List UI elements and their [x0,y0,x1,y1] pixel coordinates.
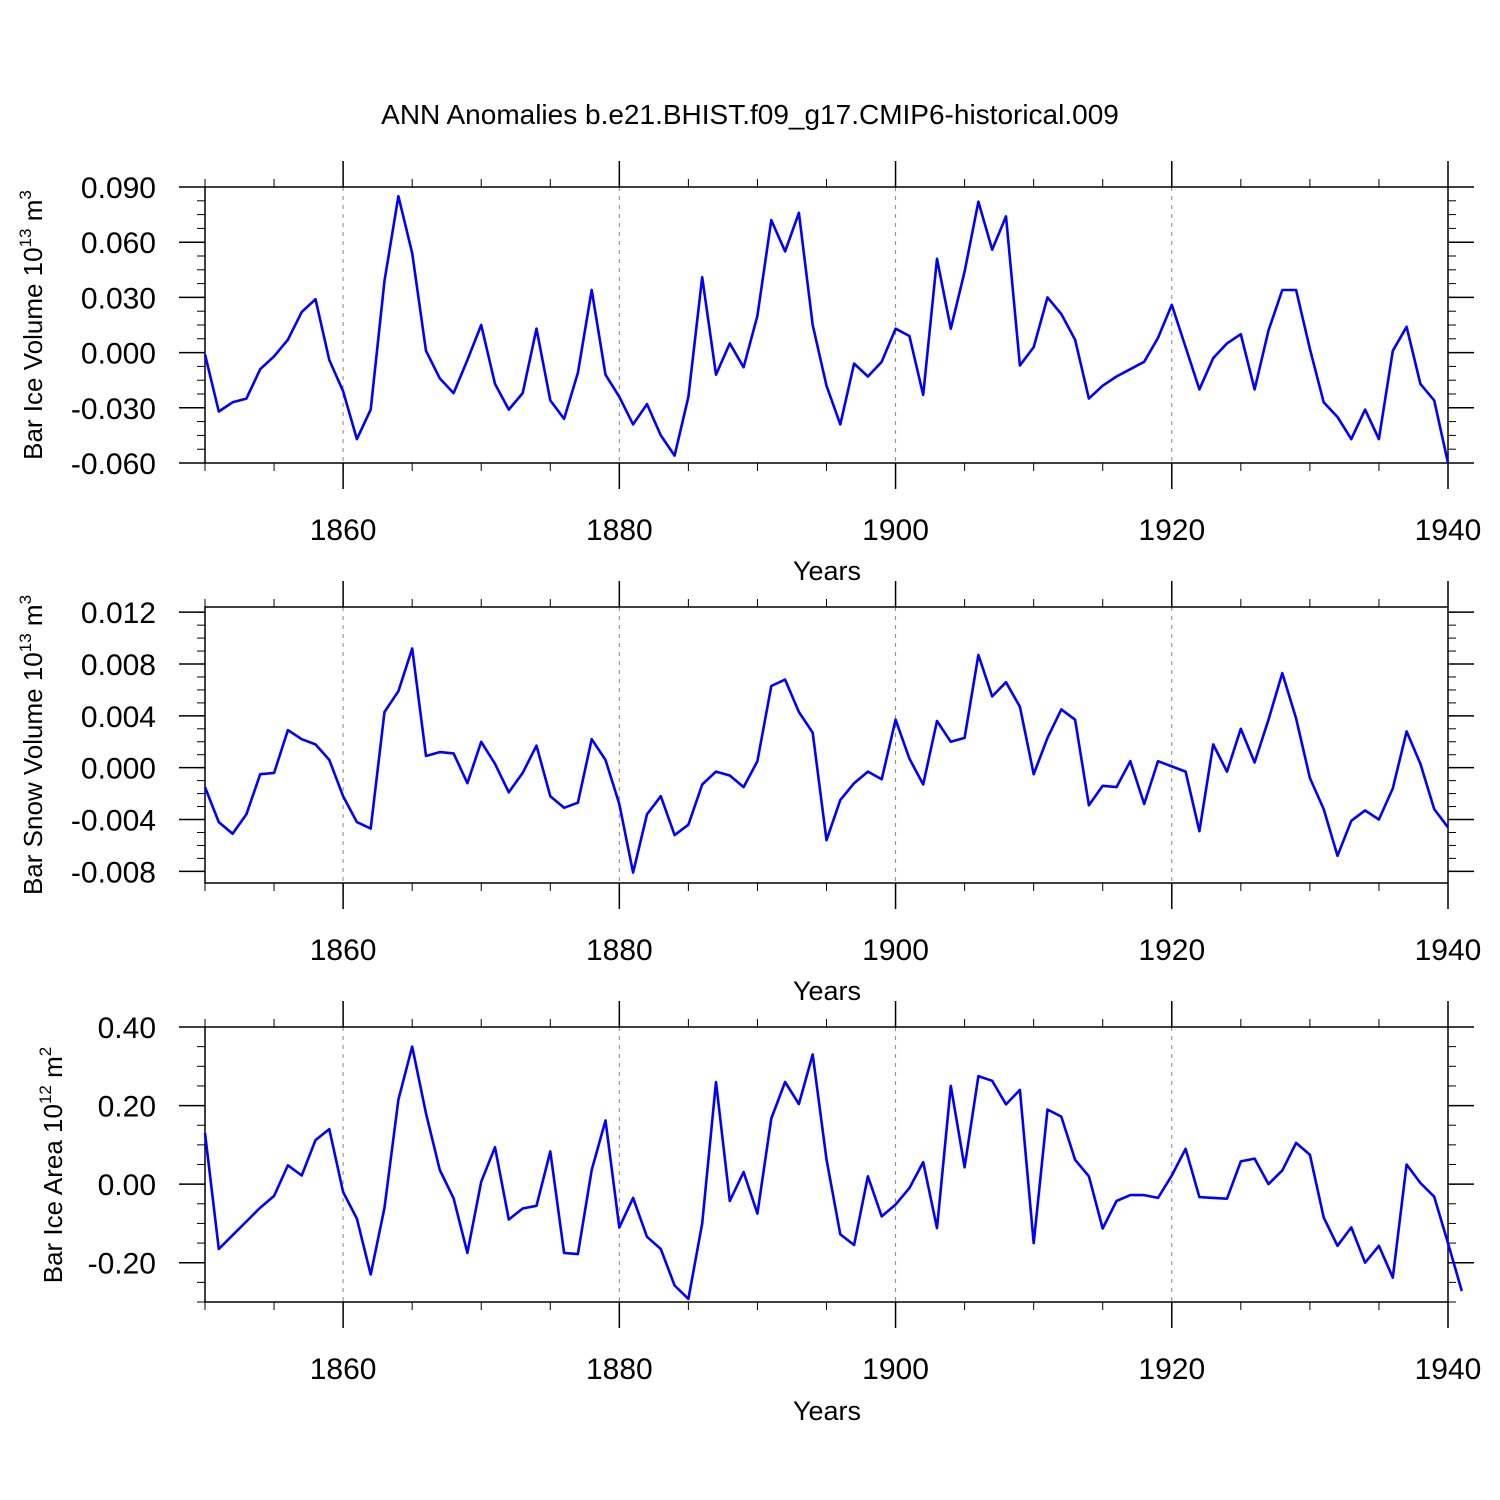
y-tick-label: -0.008 [71,856,156,889]
x-axis-ticks: 1860 1880 1900 1920 1940 [310,1001,1482,1386]
y-axis-ticks: 0.40 0.20 0.00 -0.20 [88,1012,1474,1281]
x-tick-label: 1940 [1415,514,1482,547]
panel-ice-volume: 0.090 0.060 0.030 0.000 -0.030 -0.060 1860 188… [16,161,1481,586]
x-tick-label: 1920 [1138,934,1205,967]
x-tick-label: 1880 [586,514,653,547]
x-tick-label: 1860 [310,1353,377,1386]
x-tick-label: 1880 [586,934,653,967]
y-tick-label: 0.090 [81,172,156,205]
y-axis-label: Bar Ice Area 1012 m2 [36,1047,68,1284]
y-tick-label: 0.030 [81,282,156,315]
y-tick-label: 0.008 [81,649,156,682]
x-axis-label: Years [793,1396,861,1426]
y-axis-ticks: 0.090 0.060 0.030 0.000 -0.030 -0.060 [71,172,1474,481]
x-tick-label: 1900 [862,1353,929,1386]
y-tick-label: 0.000 [81,338,156,371]
y-axis-label: Bar Ice Volume 1013 m3 [16,190,48,460]
minor-ticks [197,179,1456,471]
panel-snow-volume: 0.012 0.008 0.004 0.000 -0.004 -0.008 1860 188… [16,581,1481,1006]
series-line-snow-volume [203,647,1450,874]
x-tick-label: 1900 [862,514,929,547]
x-tick-label: 1940 [1415,1353,1482,1386]
y-tick-label: 0.004 [81,701,156,734]
series-line-ice-area [203,1045,1464,1301]
chart-title: ANN Anomalies b.e21.BHIST.f09_g17.CMIP6-… [381,99,1119,130]
gridlines [342,607,1173,883]
x-tick-label: 1860 [310,934,377,967]
y-tick-label: 0.060 [81,227,156,260]
x-axis-ticks: 1860 1880 1900 1920 1940 [310,581,1482,967]
y-tick-label: 0.00 [98,1169,156,1202]
y-tick-label: 0.20 [98,1091,156,1124]
x-tick-label: 1940 [1415,934,1482,967]
x-tick-label: 1920 [1138,1353,1205,1386]
y-axis-label: Bar Snow Volume 1013 m3 [16,595,48,895]
y-tick-label: -0.20 [88,1248,156,1281]
y-tick-label: 0.000 [81,753,156,786]
gridlines [342,1027,1173,1302]
x-axis-label: Years [793,976,861,1006]
x-tick-label: 1860 [310,514,377,547]
y-axis-ticks: 0.012 0.008 0.004 0.000 -0.004 -0.008 [71,597,1474,889]
minor-ticks [197,599,1456,891]
x-tick-label: 1920 [1138,514,1205,547]
y-tick-label: -0.060 [71,448,156,481]
y-tick-label: 0.012 [81,597,156,630]
plot-frame [204,186,1449,464]
y-tick-label: -0.004 [71,805,156,838]
x-axis-label: Years [793,556,861,586]
x-tick-label: 1880 [586,1353,653,1386]
series-line-ice-volume [203,194,1450,464]
x-tick-label: 1900 [862,934,929,967]
gridlines [342,187,1173,463]
x-axis-ticks: 1860 1880 1900 1920 1940 [310,161,1482,547]
y-tick-label: -0.030 [71,393,156,426]
y-tick-label: 0.40 [98,1012,156,1045]
panel-ice-area: 0.40 0.20 0.00 -0.20 1860 1880 1900 1920 1940 Y… [36,1001,1481,1426]
